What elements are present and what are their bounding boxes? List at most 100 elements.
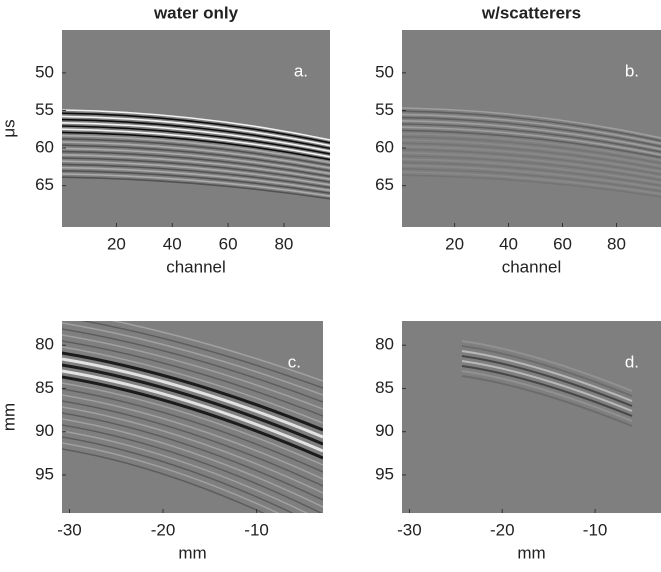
y-tick-label: 50 (35, 62, 54, 81)
image-stripe (62, 109, 330, 141)
image-stripe (62, 115, 330, 147)
x-tick-label: 60 (219, 234, 238, 253)
image-stripe (62, 154, 330, 180)
y-tick-label: 85 (375, 378, 394, 397)
image-stripe (402, 116, 661, 148)
image-stripe (402, 110, 661, 142)
image-stripe (62, 436, 294, 513)
x-axis-label: mm (517, 543, 545, 562)
image-stripe (62, 394, 323, 480)
image-stripe (461, 350, 633, 402)
image-stripe (461, 375, 633, 427)
y-tick-label: 85 (35, 378, 54, 397)
image-stripe (62, 170, 330, 194)
image-stripe (62, 340, 323, 417)
image-background (402, 30, 661, 227)
image-stripe (402, 145, 661, 173)
y-tick-label: 95 (35, 464, 54, 483)
x-tick-label: 40 (163, 234, 182, 253)
image-background (402, 321, 661, 513)
image-stripe (461, 360, 633, 412)
x-tick-label: 40 (499, 234, 518, 253)
image-stripe (402, 171, 661, 195)
y-tick-label: 65 (375, 175, 394, 194)
image-stripe (62, 388, 323, 473)
image-stripe (461, 365, 633, 417)
image-stripe (402, 132, 661, 162)
image-stripe (62, 406, 323, 494)
x-tick-label: 60 (553, 234, 572, 253)
image-stripe (402, 148, 661, 176)
y-tick-label: 90 (375, 421, 394, 440)
image-stripe (461, 345, 633, 397)
image-stripe (62, 134, 330, 164)
image-stripe (402, 158, 661, 184)
image-stripe (402, 139, 661, 167)
image-stripe (62, 448, 265, 513)
panel-title: water only (153, 3, 239, 22)
x-tick-label: -20 (151, 520, 176, 539)
x-tick-label: 20 (445, 234, 464, 253)
y-tick-label: 55 (375, 100, 394, 119)
image-stripe (402, 120, 661, 150)
image-stripe (461, 370, 633, 422)
image-stripe (62, 382, 323, 466)
image-stripe (62, 160, 330, 186)
x-tick-label: -10 (244, 520, 269, 539)
image-stripe (402, 129, 661, 159)
image-stripe (62, 334, 323, 410)
image-stripe (402, 107, 661, 139)
image-stripe (62, 163, 330, 189)
image-stripe (62, 112, 330, 144)
image-stripe (62, 369, 323, 453)
image-stripe (62, 418, 323, 508)
y-tick-label: 80 (35, 335, 54, 354)
image-stripe (62, 328, 323, 403)
image-stripe (62, 400, 323, 487)
y-tick-label: 95 (375, 464, 394, 483)
image-stripe (402, 164, 661, 190)
image-stripe (62, 346, 323, 424)
y-tick-label: 60 (375, 138, 394, 157)
image-stripe (402, 126, 661, 156)
image-stripe (402, 152, 661, 178)
image (461, 340, 633, 427)
y-tick-label: 55 (35, 100, 54, 119)
image-stripe (402, 155, 661, 181)
image-stripe (62, 125, 330, 155)
panel-letter: a. (294, 61, 308, 80)
image-stripe (62, 128, 330, 158)
x-tick-label: -30 (57, 520, 82, 539)
panel-letter: c. (288, 352, 301, 371)
x-axis-label: mm (178, 543, 206, 562)
y-tick-label: 65 (35, 175, 54, 194)
image-stripe (62, 131, 330, 161)
x-tick-label: -30 (397, 520, 422, 539)
image-stripe (62, 118, 330, 150)
image-stripe (62, 412, 323, 501)
image-stripe (62, 351, 323, 432)
panel-letter: b. (625, 61, 639, 80)
x-tick-label: -10 (583, 520, 608, 539)
image-stripe (62, 322, 323, 396)
image (402, 107, 661, 198)
x-axis-label: channel (166, 257, 226, 276)
y-axis-label: μs (0, 119, 18, 137)
image-stripe (402, 136, 661, 164)
x-tick-label: 80 (607, 234, 626, 253)
image-stripe (62, 150, 330, 178)
image-stripe (62, 430, 309, 513)
image-stripe (110, 321, 323, 382)
x-tick-label: 20 (107, 234, 126, 253)
y-axis-label: mm (0, 403, 18, 431)
image-stripe (402, 142, 661, 170)
image-stripe (80, 321, 323, 389)
y-tick-label: 60 (35, 138, 54, 157)
image (62, 109, 330, 200)
image-stripe (461, 355, 633, 407)
image-stripe (62, 157, 330, 183)
x-tick-label: -20 (490, 520, 515, 539)
y-tick-label: 50 (375, 62, 394, 81)
image-stripe (62, 173, 330, 197)
